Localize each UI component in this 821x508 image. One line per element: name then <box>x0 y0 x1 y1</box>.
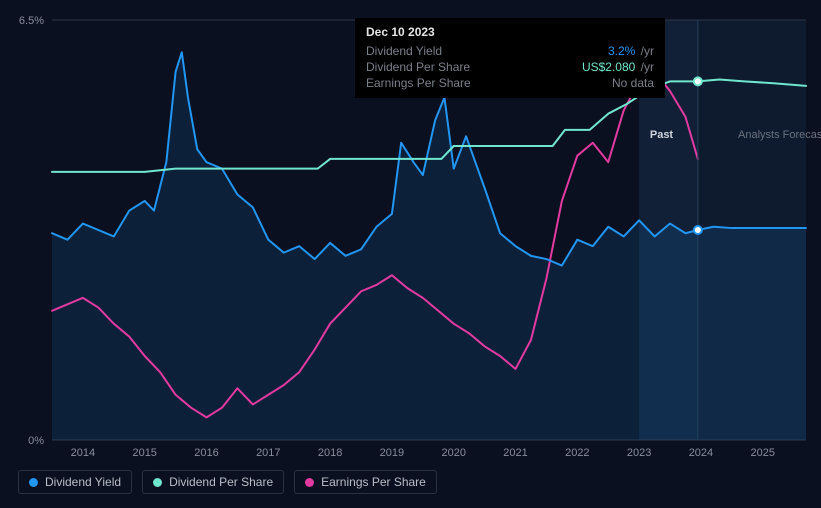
svg-text:2017: 2017 <box>256 447 280 459</box>
svg-text:0%: 0% <box>28 435 44 447</box>
tooltip-row: Dividend Per Share US$2.080 /yr <box>366 59 654 75</box>
legend-item-dividend-yield[interactable]: Dividend Yield <box>18 470 132 494</box>
legend-dot <box>305 478 314 487</box>
hover-tooltip: Dec 10 2023 Dividend Yield3.2% /yrDivide… <box>355 18 665 98</box>
svg-text:2024: 2024 <box>689 447 713 459</box>
legend-label: Earnings Per Share <box>321 475 426 489</box>
legend-label: Dividend Yield <box>45 475 121 489</box>
svg-text:2021: 2021 <box>503 447 527 459</box>
svg-text:2018: 2018 <box>318 447 342 459</box>
svg-text:2015: 2015 <box>132 447 156 459</box>
svg-text:2023: 2023 <box>627 447 651 459</box>
tooltip-row-label: Dividend Yield <box>366 44 442 58</box>
legend-dot <box>153 478 162 487</box>
legend: Dividend Yield Dividend Per Share Earnings… <box>18 470 437 494</box>
legend-dot <box>29 478 38 487</box>
svg-text:2022: 2022 <box>565 447 589 459</box>
tooltip-row-value: US$2.080 /yr <box>582 60 654 74</box>
tooltip-row: Earnings Per Share No data <box>366 75 654 91</box>
tooltip-row: Dividend Yield 3.2% /yr <box>366 43 654 59</box>
legend-label: Dividend Per Share <box>169 475 273 489</box>
tooltip-date: Dec 10 2023 <box>366 25 654 39</box>
tooltip-row-value: 3.2% /yr <box>608 44 654 58</box>
tooltip-row-label: Earnings Per Share <box>366 76 471 90</box>
svg-text:2019: 2019 <box>380 447 404 459</box>
svg-text:6.5%: 6.5% <box>19 15 44 27</box>
svg-text:2025: 2025 <box>750 447 774 459</box>
svg-text:2014: 2014 <box>71 447 95 459</box>
legend-item-earnings-per-share[interactable]: Earnings Per Share <box>294 470 437 494</box>
chart-container: 0% 6.5% 2014 2015 2016 2017 2018 2019 2020 2021 20… <box>0 0 821 508</box>
svg-text:2020: 2020 <box>441 447 465 459</box>
legend-item-dividend-per-share[interactable]: Dividend Per Share <box>142 470 284 494</box>
tooltip-row-label: Dividend Per Share <box>366 60 470 74</box>
svg-text:Analysts Forecasts: Analysts Forecasts <box>738 129 821 141</box>
tooltip-row-value: No data <box>612 76 654 90</box>
svg-text:2016: 2016 <box>194 447 218 459</box>
svg-text:Past: Past <box>650 129 674 141</box>
